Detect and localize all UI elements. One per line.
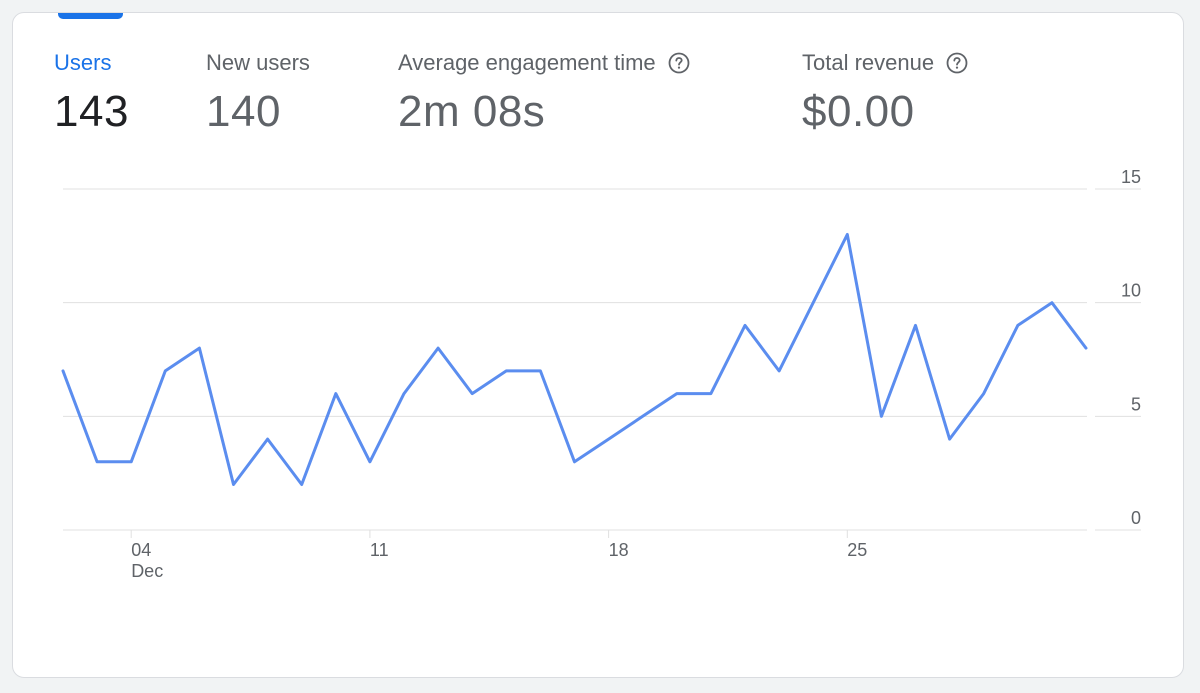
data-point xyxy=(300,483,304,487)
data-point xyxy=(709,392,713,396)
metric-total-revenue-label-text: Total revenue xyxy=(802,50,935,75)
data-point xyxy=(675,392,679,396)
metric-total-revenue-label: Total revenue xyxy=(802,49,968,77)
metric-total-revenue[interactable]: Total revenue $0.00 xyxy=(802,49,968,137)
metric-average-engagement-time-label: Average engagement time xyxy=(398,49,690,77)
data-point xyxy=(641,414,645,418)
x-tick-label: 18 xyxy=(609,540,629,560)
data-point xyxy=(573,460,577,464)
data-point xyxy=(163,369,167,373)
data-point xyxy=(538,369,542,373)
help-circle-icon[interactable] xyxy=(668,52,690,74)
x-tick-label: 04 xyxy=(131,540,151,560)
metric-users-value: 143 xyxy=(54,87,129,136)
metric-average-engagement-time-label-text: Average engagement time xyxy=(398,50,656,75)
metric-average-engagement-time-value: 2m 08s xyxy=(398,87,546,136)
data-point xyxy=(914,323,918,327)
y-tick-label: 10 xyxy=(1121,281,1141,301)
metric-total-revenue-value: $0.00 xyxy=(802,87,915,136)
data-point xyxy=(811,301,815,305)
data-point xyxy=(777,369,781,373)
data-point xyxy=(948,437,952,441)
metric-new-users-value: 140 xyxy=(206,87,281,136)
data-point xyxy=(334,392,338,396)
metric-users-label-text: Users xyxy=(54,50,112,75)
metric-users-label: Users xyxy=(54,49,129,77)
y-tick-label: 0 xyxy=(1131,508,1141,528)
x-tick-label: 25 xyxy=(847,540,867,560)
metric-average-engagement-time[interactable]: Average engagement time 2m 08s xyxy=(398,49,690,137)
data-point xyxy=(982,392,986,396)
data-point xyxy=(436,346,440,350)
data-point xyxy=(61,369,65,373)
data-point xyxy=(1050,301,1054,305)
help-circle-icon[interactable] xyxy=(946,52,968,74)
users-line-chart: 0 5 10 15 04 Dec 11 18 25 xyxy=(13,13,1183,677)
data-point xyxy=(879,414,883,418)
y-tick-label: 15 xyxy=(1121,167,1141,187)
series-line-users xyxy=(61,233,1088,486)
metric-new-users[interactable]: New users 140 xyxy=(206,49,310,137)
data-point xyxy=(402,392,406,396)
data-point xyxy=(504,369,508,373)
users-overview-card: Users 143 New users 140 Average engageme… xyxy=(12,12,1184,678)
metric-new-users-label-text: New users xyxy=(206,50,310,75)
active-tab-indicator xyxy=(58,13,123,19)
y-tick-label: 5 xyxy=(1131,394,1141,414)
data-point xyxy=(1084,346,1088,350)
x-tick-sublabel: Dec xyxy=(131,561,163,581)
data-point xyxy=(743,323,747,327)
data-point xyxy=(232,483,236,487)
data-point xyxy=(1016,323,1020,327)
data-point xyxy=(129,460,133,464)
x-tick-label: 11 xyxy=(370,540,389,560)
data-point xyxy=(197,346,201,350)
metric-new-users-label: New users xyxy=(206,49,310,77)
data-point xyxy=(845,232,849,236)
data-point xyxy=(266,437,270,441)
data-point xyxy=(470,392,474,396)
metric-users[interactable]: Users 143 xyxy=(54,49,129,137)
data-point xyxy=(95,460,99,464)
data-point xyxy=(607,437,611,441)
data-point xyxy=(368,460,372,464)
